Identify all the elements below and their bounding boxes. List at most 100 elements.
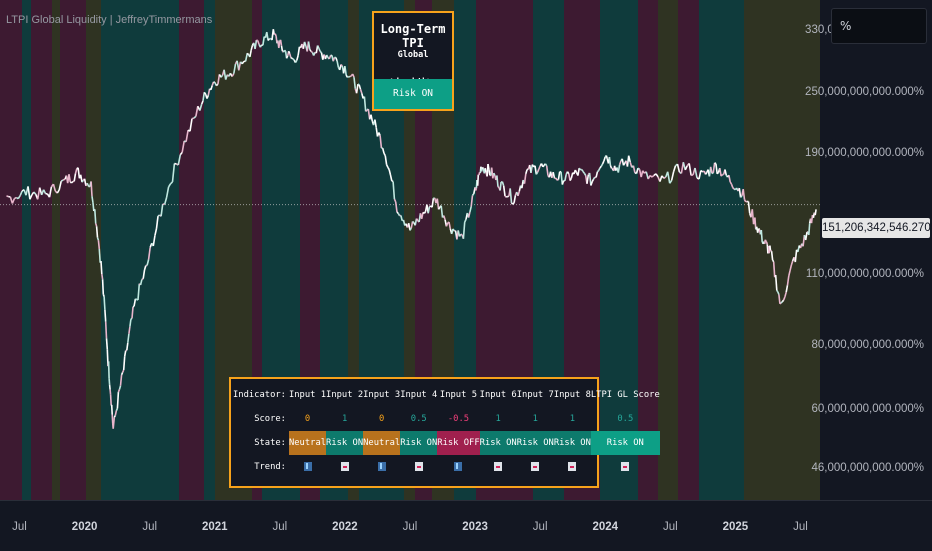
price-segment (441, 206, 442, 218)
price-segment (568, 172, 569, 174)
price-segment (194, 116, 196, 118)
price-segment (121, 375, 122, 386)
price-segment (145, 266, 146, 270)
price-segment (375, 120, 376, 128)
price-segment (553, 172, 554, 178)
price-segment (296, 60, 297, 62)
price-segment (112, 415, 113, 424)
price-segment (74, 174, 75, 182)
score-1: 0 (289, 407, 326, 431)
price-segment (587, 175, 588, 184)
price-segment (483, 167, 484, 169)
price-segment (558, 172, 559, 180)
price-segment (109, 361, 110, 378)
price-segment (678, 164, 680, 172)
price-segment (417, 219, 418, 221)
price-segment (293, 59, 294, 61)
price-chart[interactable]: LTPI Global Liquidity | JeffreyTimmerman… (0, 0, 820, 500)
price-segment (689, 163, 691, 175)
price-segment (104, 297, 105, 310)
price-segment (547, 166, 548, 176)
price-segment (337, 61, 338, 68)
price-segment (333, 57, 334, 61)
price-segment (396, 202, 397, 212)
percent-scale-button[interactable]: % (831, 8, 927, 44)
trend-2 (326, 455, 363, 479)
price-segment (124, 356, 125, 370)
price-segment (212, 82, 213, 86)
price-segment (106, 322, 107, 339)
tpi-title: Long-Term TPI (374, 13, 452, 41)
state-5: Risk OFF (437, 431, 479, 455)
price-segment (63, 179, 65, 180)
price-segment (668, 172, 670, 184)
price-segment (297, 56, 298, 61)
price-segment (739, 188, 740, 197)
price-segment (34, 192, 36, 194)
state-8: Risk ON (554, 431, 591, 455)
score-4: 0.5 (400, 407, 437, 431)
price-segment (234, 64, 236, 74)
price-segment (721, 175, 722, 176)
price-axis[interactable]: 330,000,000,000.000%250,000,000,000.000%… (820, 0, 932, 500)
price-segment (359, 85, 360, 90)
price-segment (132, 307, 133, 318)
price-segment (713, 163, 714, 173)
row-label-trend: Trend: (233, 455, 289, 479)
price-segment (18, 196, 20, 199)
price-segment (221, 75, 223, 77)
price-segment (506, 196, 507, 197)
price-segment (720, 168, 721, 176)
price-segment (364, 97, 365, 112)
price-segment (579, 168, 580, 170)
price-segment (815, 209, 816, 215)
price-segment (453, 229, 454, 231)
state-4: Risk ON (400, 431, 437, 455)
state-6: Risk ON (480, 431, 517, 455)
x-tick-label: Jul (533, 521, 548, 533)
price-segment (178, 155, 180, 165)
price-segment (255, 40, 256, 49)
price-segment (98, 240, 99, 249)
price-segment (604, 157, 605, 161)
state-7: Risk ON (517, 431, 554, 455)
price-segment (114, 416, 115, 418)
trend-up-icon (454, 462, 462, 471)
trend-up-icon (304, 462, 312, 471)
price-segment (514, 195, 515, 202)
x-tick-label: Jul (403, 521, 418, 533)
price-segment (91, 181, 92, 196)
indicator-table: Indicator: Input 1 Input 2 Input 3 Input… (229, 377, 599, 488)
price-segment (109, 378, 110, 385)
trend-down-icon (415, 462, 423, 471)
price-segment (545, 164, 546, 166)
y-tick-label: 80,000,000,000.000% (811, 339, 924, 351)
price-segment (691, 175, 693, 176)
price-segment (596, 172, 597, 178)
price-segment (310, 50, 311, 52)
price-segment (599, 168, 600, 171)
price-segment (279, 42, 280, 48)
price-segment (674, 166, 676, 172)
price-segment (141, 279, 142, 285)
price-segment (494, 173, 495, 176)
price-segment (169, 184, 171, 187)
price-segment (652, 175, 654, 177)
price-segment (526, 170, 527, 174)
price-segment (246, 53, 248, 61)
price-segment (695, 168, 697, 178)
price-segment (391, 175, 392, 181)
price-segment (380, 135, 381, 148)
price-segment (478, 175, 479, 186)
price-segment (44, 190, 46, 194)
price-segment (711, 167, 712, 174)
price-segment (394, 199, 395, 202)
price-segment (309, 42, 310, 50)
price-segment (759, 229, 760, 230)
price-segment (531, 165, 532, 173)
price-segment (134, 299, 135, 306)
price-segment (133, 306, 134, 307)
price-segment (95, 209, 96, 223)
price-segment (28, 186, 30, 199)
